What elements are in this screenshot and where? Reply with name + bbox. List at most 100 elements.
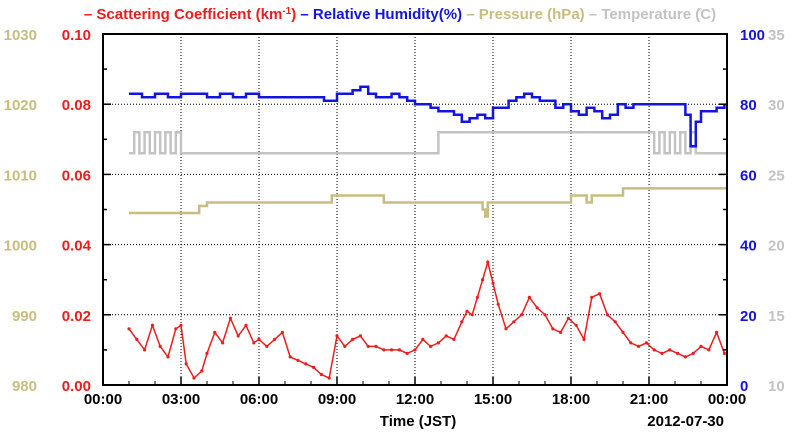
data-point-scattering-coefficient — [559, 330, 563, 334]
data-point-scattering-coefficient — [486, 260, 490, 264]
data-point-scattering-coefficient — [205, 351, 209, 355]
data-point-scattering-coefficient — [288, 355, 292, 359]
data-point-scattering-coefficient — [574, 323, 578, 327]
series-line-pressure — [129, 187, 727, 218]
data-point-scattering-coefficient — [343, 344, 347, 348]
data-point-scattering-coefficient — [374, 344, 378, 348]
data-point-scattering-coefficient — [491, 281, 495, 285]
data-point-scattering-coefficient — [660, 351, 664, 355]
humidity-tick-label: 100 — [740, 27, 765, 44]
data-point-scattering-coefficient — [598, 292, 602, 296]
data-point-scattering-coefficient — [652, 348, 656, 352]
data-point-scattering-coefficient — [629, 341, 633, 345]
x-axis-label: Time (JST) — [380, 413, 456, 430]
scattering-tick-label: 0.08 — [62, 97, 91, 114]
legend-entry: – Pressure (hPa) — [462, 6, 585, 23]
data-point-scattering-coefficient — [613, 320, 617, 324]
data-point-scattering-coefficient — [280, 330, 284, 334]
data-point-scattering-coefficient — [683, 355, 688, 359]
data-point-scattering-coefficient — [174, 327, 178, 331]
data-point-scattering-coefficient — [179, 323, 183, 327]
data-point-scattering-coefficient — [382, 348, 386, 352]
temperature-tick-label: 25 — [768, 167, 785, 184]
temperature-tick-label: 20 — [768, 238, 785, 255]
legend-entry: – Relative Humidity(%) — [296, 6, 462, 23]
x-tick-label: 00:00 — [708, 391, 746, 408]
x-tick-label: 06:00 — [240, 391, 278, 408]
temperature-tick-label: 10 — [768, 378, 785, 395]
legend-suffix: ) — [291, 6, 296, 23]
x-tick-label: 18:00 — [552, 391, 590, 408]
data-point-scattering-coefficient — [351, 337, 355, 341]
data-point-scattering-coefficient — [621, 330, 625, 334]
data-point-scattering-coefficient — [327, 376, 331, 380]
data-point-scattering-coefficient — [496, 302, 500, 306]
data-point-scattering-coefficient — [312, 365, 316, 369]
data-point-scattering-coefficient — [475, 295, 479, 299]
data-point-scattering-coefficient — [143, 348, 147, 352]
legend-superscript: -1 — [282, 6, 291, 17]
grid — [103, 34, 727, 385]
humidity-tick-label: 80 — [740, 97, 757, 114]
pressure-tick-label: 1020 — [4, 97, 37, 114]
temperature-tick-label: 15 — [768, 308, 785, 325]
data-point-scattering-coefficient — [192, 376, 196, 380]
data-point-scattering-coefficient — [527, 295, 532, 299]
data-point-scattering-coefficient — [304, 362, 308, 366]
temperature-tick-label: 35 — [768, 27, 785, 44]
pressure-tick-label: 980 — [12, 378, 37, 395]
data-point-scattering-coefficient — [470, 313, 474, 317]
data-point-scattering-coefficient — [135, 337, 139, 341]
data-point-scattering-coefficient — [221, 341, 225, 345]
data-point-scattering-coefficient — [397, 348, 401, 352]
data-point-scattering-coefficient — [273, 337, 277, 341]
scattering-tick-label: 0.06 — [62, 167, 91, 184]
data-point-scattering-coefficient — [421, 337, 425, 341]
data-point-scattering-coefficient — [429, 344, 433, 348]
data-point-scattering-coefficient — [452, 337, 456, 341]
data-point-scattering-coefficient — [265, 344, 269, 348]
data-point-scattering-coefficient — [582, 337, 586, 341]
legend-entry: – Scattering Coefficient (km — [84, 6, 282, 23]
data-point-scattering-coefficient — [150, 323, 154, 327]
data-point-scattering-coefficient — [236, 334, 240, 338]
x-tick-label: 21:00 — [630, 391, 668, 408]
data-point-scattering-coefficient — [296, 358, 300, 362]
pressure-tick-label: 1000 — [4, 238, 37, 255]
data-point-scattering-coefficient — [637, 344, 641, 348]
data-point-scattering-coefficient — [512, 320, 516, 324]
humidity-tick-label: 0 — [740, 378, 748, 395]
data-point-scattering-coefficient — [252, 341, 256, 345]
data-point-scattering-coefficient — [213, 330, 217, 334]
data-point-scattering-coefficient — [590, 295, 594, 299]
data-point-scattering-coefficient — [668, 348, 672, 352]
data-point-scattering-coefficient — [605, 313, 610, 317]
humidity-tick-label: 40 — [740, 238, 757, 255]
data-point-scattering-coefficient — [722, 351, 727, 355]
data-point-scattering-coefficient — [319, 372, 323, 377]
data-point-scattering-coefficient — [244, 323, 248, 327]
data-point-scattering-coefficient — [676, 351, 680, 355]
data-point-scattering-coefficient — [465, 309, 469, 313]
data-point-scattering-coefficient — [228, 316, 232, 320]
data-point-scattering-coefficient — [699, 344, 703, 348]
series-line-relative-humidity — [129, 85, 726, 148]
data-point-scattering-coefficient — [543, 313, 547, 317]
data-point-scattering-coefficient — [551, 327, 555, 331]
x-tick-label: 12:00 — [396, 391, 434, 408]
x-tick-label: 00:00 — [84, 391, 122, 408]
data-point-scattering-coefficient — [158, 344, 162, 348]
data-point-scattering-coefficient — [691, 351, 695, 355]
series-layer — [127, 85, 727, 380]
pressure-tick-label: 1030 — [4, 27, 37, 44]
data-point-scattering-coefficient — [460, 320, 464, 324]
scattering-tick-label: 0.10 — [62, 27, 91, 44]
data-point-scattering-coefficient — [707, 348, 711, 352]
data-point-scattering-coefficient — [436, 341, 440, 345]
data-point-scattering-coefficient — [535, 306, 539, 310]
data-point-scattering-coefficient — [335, 334, 339, 338]
data-point-scattering-coefficient — [481, 278, 485, 282]
data-point-scattering-coefficient — [405, 351, 409, 355]
data-point-scattering-coefficient — [504, 327, 508, 331]
